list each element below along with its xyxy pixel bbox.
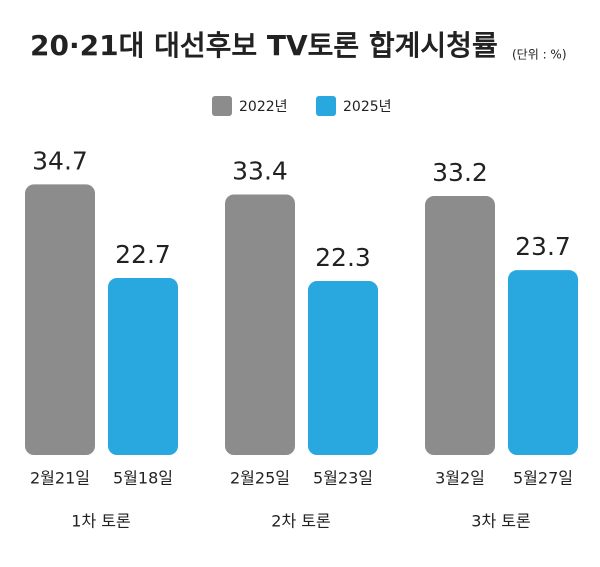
date-label: 5월23일 <box>313 469 373 488</box>
unit-label: (단위 : %) <box>512 48 567 62</box>
date-label: 3월2일 <box>435 469 485 488</box>
category-label: 2차 토론 <box>271 512 330 531</box>
category-label: 1차 토론 <box>71 512 130 531</box>
legend-swatch <box>212 96 232 116</box>
value-label: 34.7 <box>32 146 88 175</box>
bar <box>25 184 95 455</box>
date-label: 5월18일 <box>113 469 173 488</box>
date-label: 2월21일 <box>30 469 90 488</box>
chart-title: 20·21대 대선후보 TV토론 합계시청률 <box>30 29 498 62</box>
value-label: 22.3 <box>315 243 371 272</box>
bar <box>108 277 178 455</box>
date-label: 2월25일 <box>230 469 290 488</box>
bar <box>508 270 578 455</box>
bar <box>425 196 495 456</box>
category-label: 3차 토론 <box>471 512 530 531</box>
legend-label: 2025년 <box>343 99 392 115</box>
value-label: 22.7 <box>115 240 171 269</box>
date-label: 5월27일 <box>513 469 573 488</box>
value-label: 33.4 <box>232 156 288 185</box>
bar <box>308 281 378 455</box>
bar <box>225 194 295 456</box>
value-label: 23.7 <box>515 232 571 261</box>
legend-swatch <box>316 96 336 116</box>
value-label: 33.2 <box>432 158 488 187</box>
legend-label: 2022년 <box>239 99 288 115</box>
